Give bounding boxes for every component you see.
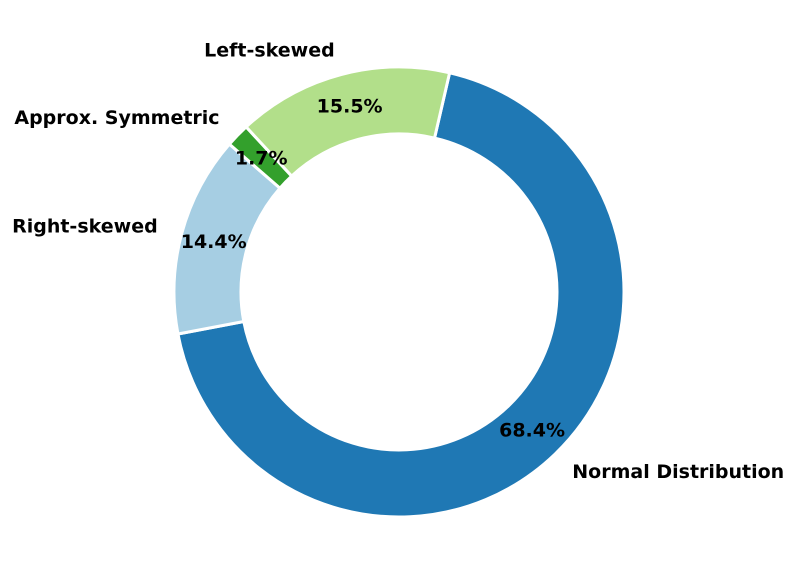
percent-label-approx-symmetric: 1.7% xyxy=(235,147,288,169)
donut-slices xyxy=(172,65,626,519)
percent-labels: 68.4% 14.4% 1.7% 15.5% xyxy=(181,95,565,441)
category-label-normal-distribution: Normal Distribution xyxy=(572,461,784,483)
slice-left-skewed xyxy=(244,65,452,178)
percent-label-normal-distribution: 68.4% xyxy=(499,419,565,441)
percent-label-left-skewed: 15.5% xyxy=(317,95,383,117)
percent-label-right-skewed: 14.4% xyxy=(181,231,247,253)
slice-normal-distribution xyxy=(176,71,626,519)
category-labels: Normal Distribution Right-skewed Approx. S… xyxy=(12,39,784,483)
category-label-right-skewed: Right-skewed xyxy=(12,216,158,238)
category-label-approx-symmetric: Approx. Symmetric xyxy=(14,107,219,129)
category-label-left-skewed: Left-skewed xyxy=(204,39,335,61)
